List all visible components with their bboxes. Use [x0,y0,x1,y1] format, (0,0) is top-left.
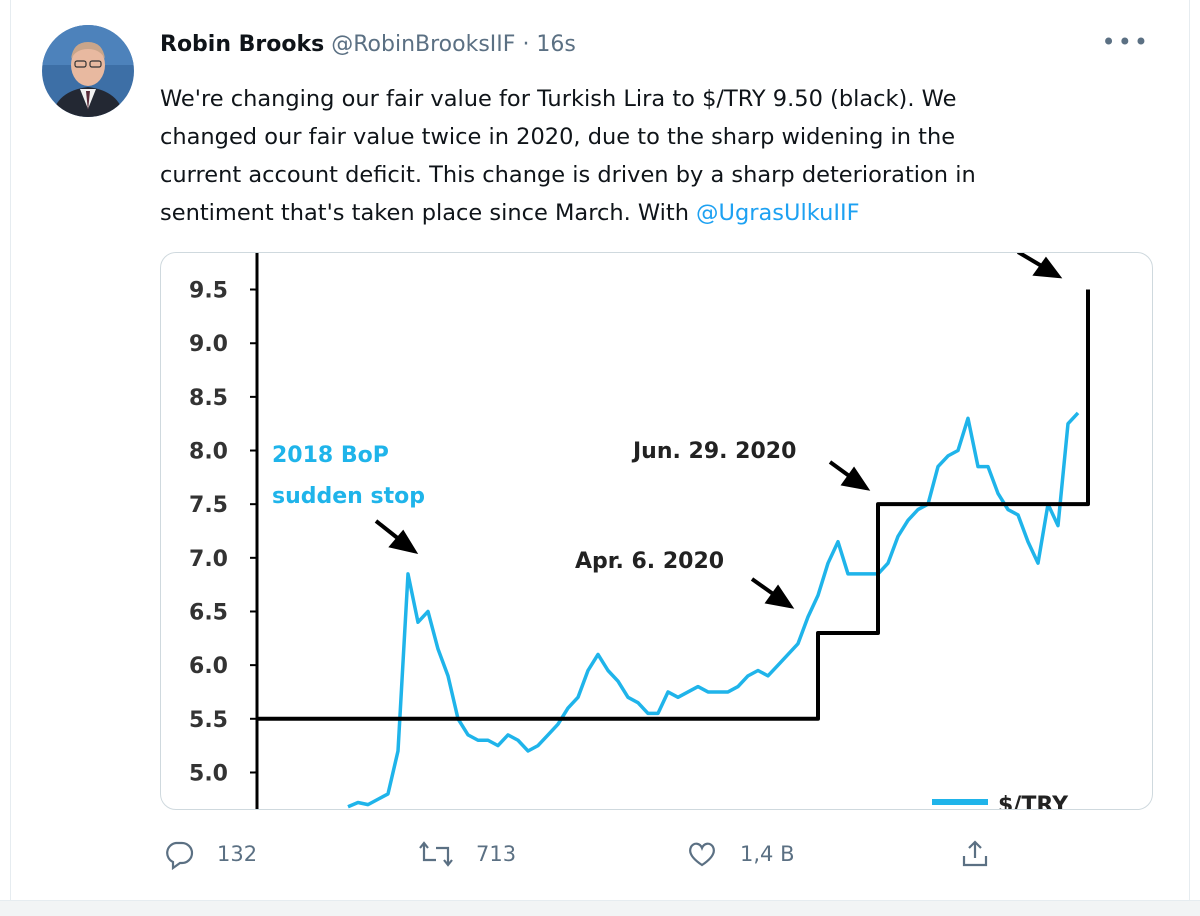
y-tick-label: 5.5 [189,708,228,733]
share-icon [962,840,988,867]
retweet-button[interactable]: 713 [418,838,516,870]
arrow-head [1032,256,1063,279]
arrows [374,253,1063,609]
mention[interactable]: @UgrasUlkuIIF [696,200,860,226]
annotation: sudden stop [272,484,425,509]
like-icon [689,842,715,867]
like-count: 1,4 B [740,842,795,866]
y-tick-label: 6.5 [189,600,228,625]
border [1189,0,1190,915]
author-name[interactable]: Robin Brooks [160,32,325,57]
retweet-icon [419,841,453,867]
annotation: Jun. 29. 2020 [631,439,796,464]
arrow [374,519,402,542]
reply-count: 132 [217,842,258,866]
footer-strip [0,900,1200,916]
y-tick-label: 8.5 [189,386,228,411]
avatar-image [42,25,134,117]
more-button[interactable]: ••• [1101,28,1150,56]
text-line: changed our fair value twice in 2020, du… [160,124,956,150]
arrow-head [840,466,871,491]
annotation: Apr. 6. 2020 [575,549,724,574]
y-tick-label: 7.0 [189,547,228,572]
timestamp[interactable]: · 16s [522,32,576,57]
text-line-with-mention: sentiment that's taken place since March… [160,194,976,232]
legend-label: $/TRY [998,793,1069,810]
y-tick-label: 8.0 [189,440,228,465]
text-line: current account deficit. This change is … [160,162,976,188]
arrow-head [388,529,419,555]
arrow-head [764,584,795,609]
handle[interactable]: @RobinBrooksIIF [331,32,516,57]
like-button[interactable]: 1,4 B [686,838,794,870]
fair-value-line [258,289,1090,721]
reply-icon [166,841,194,870]
tweet-header: Robin Brooks @RobinBrooksIIF · 16s [160,32,576,57]
tweet-text: We're changing our fair value for Turkis… [160,80,976,232]
avatar[interactable] [42,25,134,117]
media-card[interactable]: 5.0 5.5 6.0 6.5 7.0 7.5 8.0 8.5 9.0 9.5 2018 BoP su… [160,252,1153,810]
text-line: sentiment that's taken place since March… [160,200,690,226]
reply-button[interactable]: 132 [163,838,257,870]
y-tick-label: 5.0 [189,761,228,786]
retweet-count: 713 [476,842,517,866]
y-tick-label: 9.5 [189,279,228,304]
share-button[interactable] [959,838,991,870]
text-line: We're changing our fair value for Turkis… [160,86,957,112]
y-tick-label: 9.0 [189,332,228,357]
action-bar: 132 713 1,4 B [0,838,1200,878]
border [10,0,11,915]
y-tick-label: 7.5 [189,493,228,518]
annotation: 2018 BoP [272,443,389,468]
series-line [347,411,1080,809]
y-tick-label: 6.0 [189,654,228,679]
chart: 5.0 5.5 6.0 6.5 7.0 7.5 8.0 8.5 9.0 9.5 2018 BoP su… [189,253,1090,810]
